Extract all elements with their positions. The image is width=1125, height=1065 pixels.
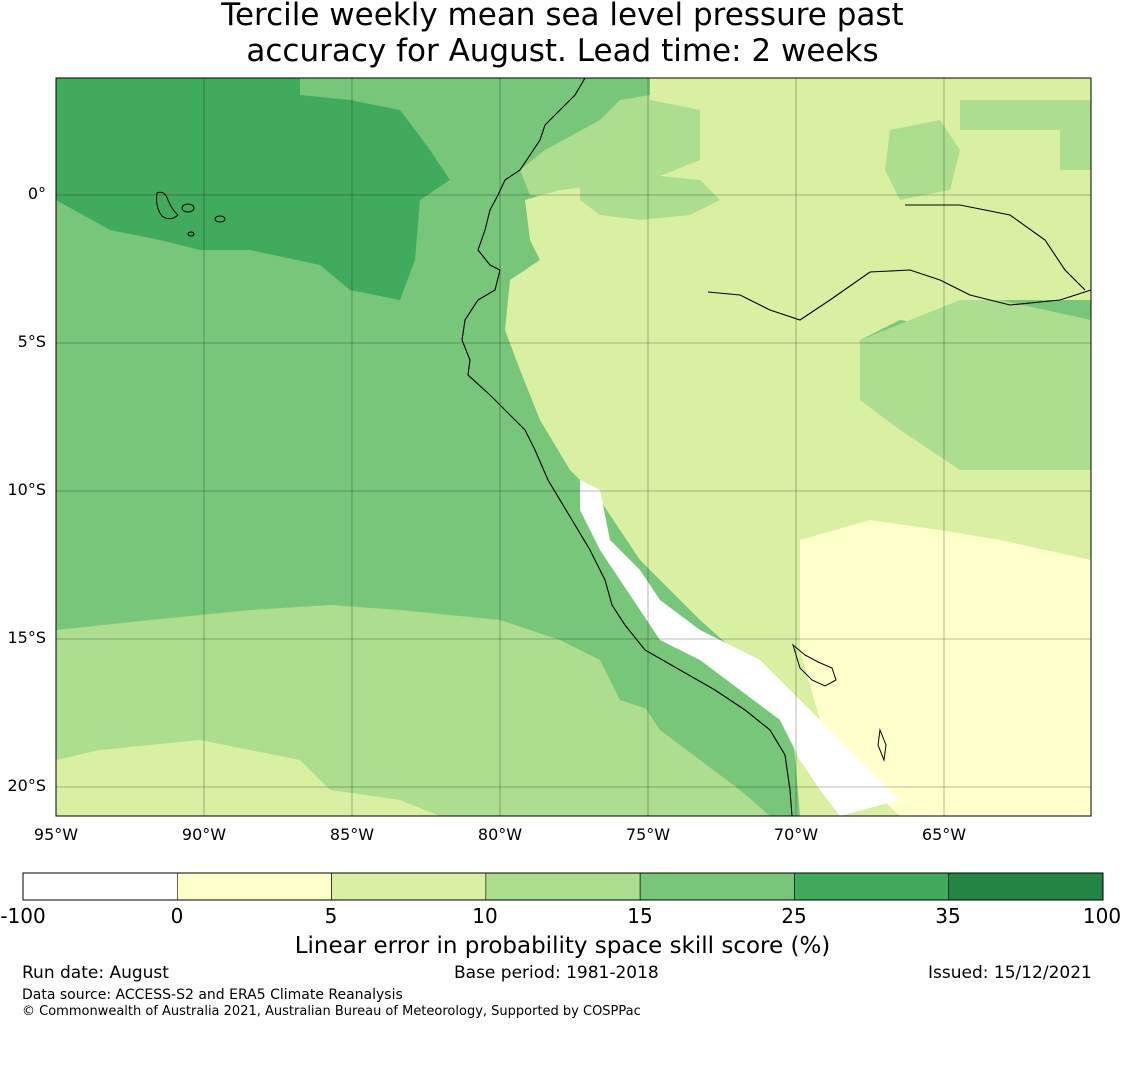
colorbar [22,872,1104,901]
data-source: Data source: ACCESS-S2 and ERA5 Climate … [22,987,403,1003]
colorbar-swatch [176,872,332,901]
graticule [56,78,1091,816]
colorbar-swatch [331,872,487,901]
colorbar-swatch [485,872,641,901]
map-title-line-2: accuracy for August. Lead time: 2 weeks [246,33,879,69]
lat-label-0: 0° [27,184,46,203]
field-10-15-patch-c [580,175,720,220]
base-period: Base period: 1981-2018 [454,963,659,983]
lat-label-20s: 20°S [7,776,46,795]
colorbar-swatch [639,872,795,901]
field-negative-strip [580,480,900,816]
colorbar-tick-label: 5 [324,904,338,928]
colorbar-tick-label: 10 [472,904,498,928]
map-frame [55,77,1092,817]
lon-label-70w: 70°W [773,825,819,844]
skill-field [56,78,1091,816]
map-title-line-1: Tercile weekly mean sea level pressure p… [221,0,904,33]
colorbar-tick-label: 100 [1082,904,1122,928]
field-10-15-patch-a [860,300,1091,470]
coastline [461,77,1092,817]
colorbar-frame [22,872,1104,901]
field-0-5-southeast [800,520,1091,816]
copyright: © Commonwealth of Australia 2021, Austra… [22,1004,641,1019]
lon-label-85w: 85°W [329,825,375,844]
colorbar-tick-label: 25 [781,904,807,928]
lat-label-5s: 5°S [17,332,46,351]
lat-label-15s: 15°S [7,628,46,647]
colorbar-tick-label: 0 [170,904,184,928]
field-25-35-pacific [56,78,450,300]
lon-label-80w: 80°W [477,825,523,844]
run-date: Run date: August [22,963,169,983]
colorbar-swatch [948,872,1104,901]
lat-label-10s: 10°S [7,480,46,499]
lon-label-90w: 90°W [181,825,227,844]
colorbar-title: Linear error in probability space skill … [294,933,831,959]
colorbar-swatch [22,872,178,901]
islands [156,191,887,762]
colorbar-tick-label: -100 [0,904,46,928]
field-15-25-south-coast [600,660,790,816]
lon-label-95w: 95°W [33,825,79,844]
colorbar-tick-label: 15 [627,904,653,928]
field-5-10-south [56,740,440,816]
issued-date: Issued: 15/12/2021 [928,963,1092,983]
field-10-15-patch-b [885,120,960,200]
lon-label-75w: 75°W [625,825,671,844]
lon-label-65w: 65°W [921,825,967,844]
colorbar-tick-label: 35 [935,904,961,928]
colorbar-swatch [794,872,950,901]
